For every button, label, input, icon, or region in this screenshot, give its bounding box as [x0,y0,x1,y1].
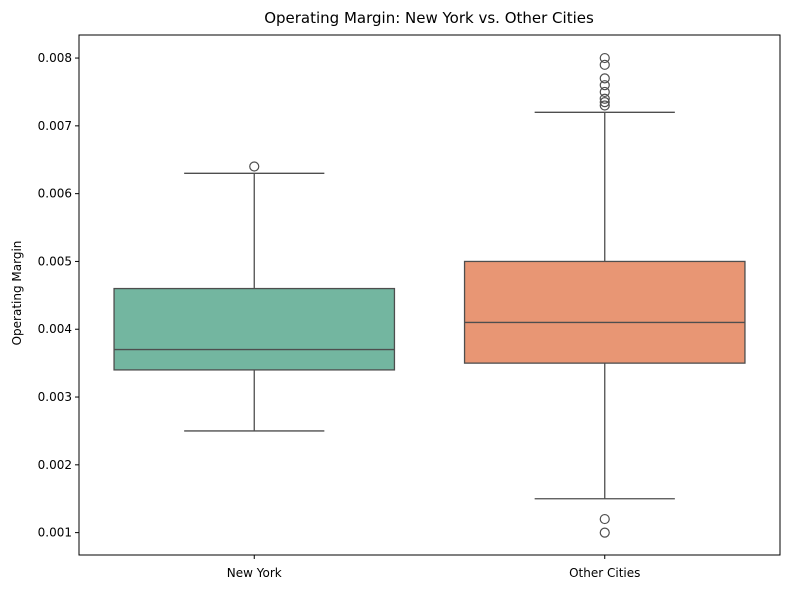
box-iqr [463,260,746,364]
y-axis-label: Operating Margin [10,241,24,346]
y-tick-label: 0.006 [38,187,72,201]
outlier-point [599,59,610,70]
y-tick-label: 0.008 [38,51,72,65]
y-tick-label: 0.002 [38,458,72,472]
y-tick-label: 0.001 [38,526,72,540]
outlier-point [599,93,610,104]
plot-area: 0.001 0.002 0.003 0.004 0.005 0.006 0.007 0.008… [38,34,781,580]
outlier-point [599,527,610,538]
outlier-point [599,73,610,84]
outlier-point [249,161,260,172]
outlier-point [599,86,610,98]
chart-title: Operating Margin: New York vs. Other Cit… [264,9,594,27]
y-tick-label: 0.004 [38,322,72,336]
outlier-point [599,97,610,108]
outlier-point [599,513,610,525]
outlier-point [599,52,610,64]
y-tick-label: 0.005 [38,254,72,268]
outlier-point [599,80,610,91]
plot-frame [78,34,781,556]
box-iqr [113,287,396,371]
x-tick-label: New York [227,566,282,580]
x-tick-label: Other Cities [569,566,640,580]
outlier-point [599,100,610,111]
y-tick-label: 0.007 [38,119,72,133]
y-tick-label: 0.003 [38,390,72,404]
